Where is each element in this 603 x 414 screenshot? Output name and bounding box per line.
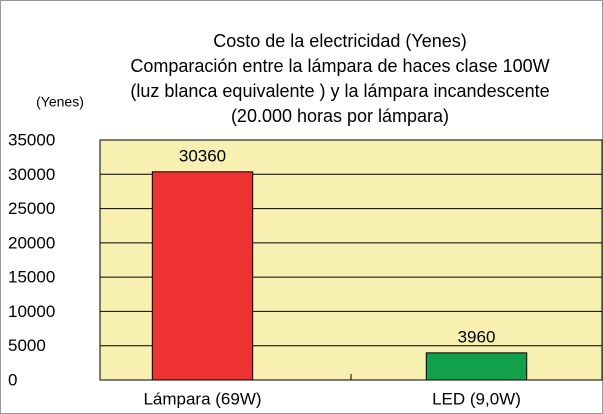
data-label: 3960	[458, 327, 496, 346]
chart-title: Comparación entre la lámpara de haces cl…	[130, 56, 549, 76]
y-tick-label: 5000	[8, 336, 46, 355]
chart-title: (luz blanca equivalente ) y la lámpara i…	[130, 81, 549, 101]
y-tick-label: 15000	[8, 268, 55, 287]
x-tick-label: Lámpara (69W)	[143, 389, 261, 408]
chart-title: Costo de la electricidad (Yenes)	[213, 31, 466, 51]
bar	[425, 352, 528, 381]
y-tick-label: 25000	[8, 199, 55, 218]
chart-title: (20.000 horas por lámpara)	[231, 106, 449, 126]
bar	[151, 171, 254, 381]
y-tick-label: 20000	[8, 233, 55, 252]
y-tick-label: 0	[8, 370, 17, 389]
x-tick-label: LED (9,0W)	[432, 389, 521, 408]
y-tick-label: 30000	[8, 165, 55, 184]
data-label: 30360	[179, 146, 226, 165]
y-axis-label: (Yenes)	[36, 94, 84, 110]
y-tick-label: 10000	[8, 302, 55, 321]
y-tick-label: 35000	[8, 130, 55, 149]
